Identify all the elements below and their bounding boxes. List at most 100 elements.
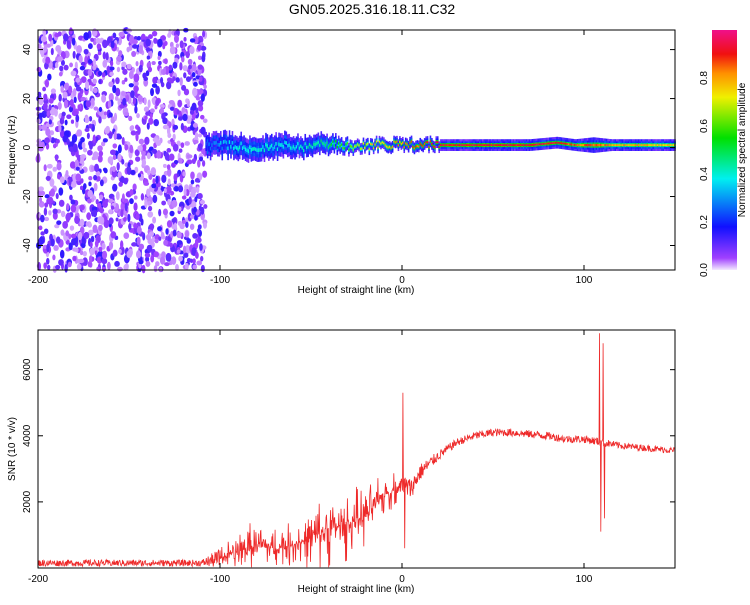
noise-mark xyxy=(43,228,49,235)
band-mark xyxy=(653,144,656,147)
noise-mark xyxy=(107,198,114,204)
noise-mark xyxy=(43,164,47,172)
band-mark xyxy=(629,144,631,147)
noise-mark xyxy=(57,101,62,110)
band-mark xyxy=(498,144,500,147)
noise-mark xyxy=(65,169,69,177)
band-mark xyxy=(468,144,471,147)
noise-mark xyxy=(115,87,121,97)
noise-mark xyxy=(101,242,106,250)
noise-mark xyxy=(200,93,205,102)
noise-mark xyxy=(108,209,113,215)
noise-mark xyxy=(155,175,159,184)
noise-mark xyxy=(94,240,99,248)
noise-mark xyxy=(96,43,102,50)
noise-mark xyxy=(171,256,177,265)
noise-mark xyxy=(185,51,190,59)
noise-mark xyxy=(66,40,71,49)
band-mark xyxy=(648,144,650,147)
noise-mark xyxy=(112,183,118,192)
noise-mark xyxy=(76,263,82,270)
band-mark xyxy=(550,142,553,145)
band-mark xyxy=(253,146,256,151)
band-mark xyxy=(551,142,554,144)
noise-mark xyxy=(154,238,159,244)
band-mark xyxy=(339,144,341,148)
noise-mark xyxy=(147,66,153,73)
noise-mark xyxy=(98,106,103,112)
band-mark xyxy=(671,144,673,147)
noise-mark xyxy=(126,46,130,53)
noise-mark xyxy=(122,97,127,106)
noise-mark xyxy=(45,56,51,65)
noise-mark xyxy=(130,90,135,99)
noise-mark xyxy=(80,61,86,66)
noise-mark xyxy=(133,195,138,200)
band-mark xyxy=(335,139,337,143)
band-mark xyxy=(243,145,245,149)
band-mark xyxy=(234,145,237,149)
noise-mark xyxy=(165,185,172,194)
band-mark xyxy=(455,144,458,147)
noise-mark xyxy=(101,71,106,78)
noise-mark xyxy=(177,157,183,164)
band-mark xyxy=(487,144,490,147)
noise-mark xyxy=(84,55,88,65)
band-mark xyxy=(524,144,526,147)
noise-mark xyxy=(168,121,172,129)
noise-mark xyxy=(178,148,183,153)
band-mark xyxy=(573,144,576,146)
noise-mark xyxy=(69,98,74,108)
band-mark xyxy=(231,140,234,145)
band-mark xyxy=(454,144,457,147)
noise-mark xyxy=(147,99,151,108)
band-mark xyxy=(467,144,470,147)
band-mark xyxy=(530,144,532,146)
noise-mark xyxy=(155,139,162,147)
band-mark xyxy=(305,146,308,150)
noise-mark xyxy=(55,154,59,162)
noise-mark xyxy=(121,136,125,146)
band-mark xyxy=(466,144,468,147)
noise-mark xyxy=(62,220,69,229)
noise-mark xyxy=(138,44,144,54)
y-tick-label: 4000 xyxy=(22,424,33,447)
band-mark xyxy=(560,142,563,145)
band-mark xyxy=(396,140,398,143)
noise-mark xyxy=(92,64,97,71)
band-mark xyxy=(265,142,267,147)
band-mark xyxy=(380,142,382,145)
band-mark xyxy=(429,140,432,143)
noise-mark xyxy=(117,153,122,162)
noise-mark xyxy=(53,245,59,251)
noise-mark xyxy=(100,216,105,225)
noise-mark xyxy=(71,110,78,117)
noise-mark xyxy=(121,61,127,68)
band-mark xyxy=(206,144,209,149)
noise-mark xyxy=(39,196,43,204)
noise-mark xyxy=(92,209,98,218)
noise-mark xyxy=(158,208,162,217)
noise-mark xyxy=(194,132,199,140)
band-mark xyxy=(364,146,366,149)
band-mark xyxy=(620,144,622,147)
noise-mark xyxy=(84,116,90,124)
noise-mark xyxy=(44,79,50,88)
band-mark xyxy=(390,147,392,150)
noise-mark xyxy=(172,143,179,152)
band-mark xyxy=(422,145,424,148)
noise-mark xyxy=(70,119,75,124)
band-mark xyxy=(326,141,328,145)
noise-mark xyxy=(162,124,169,130)
band-mark xyxy=(294,147,296,151)
noise-mark xyxy=(184,141,190,146)
noise-mark xyxy=(144,136,150,145)
band-mark xyxy=(348,148,350,151)
noise-mark xyxy=(173,173,178,182)
noise-mark xyxy=(161,200,167,206)
noise-mark xyxy=(59,176,65,184)
band-mark xyxy=(250,148,253,152)
band-mark xyxy=(340,143,343,146)
noise-mark xyxy=(38,112,45,118)
x-tick-label: -100 xyxy=(210,275,230,286)
